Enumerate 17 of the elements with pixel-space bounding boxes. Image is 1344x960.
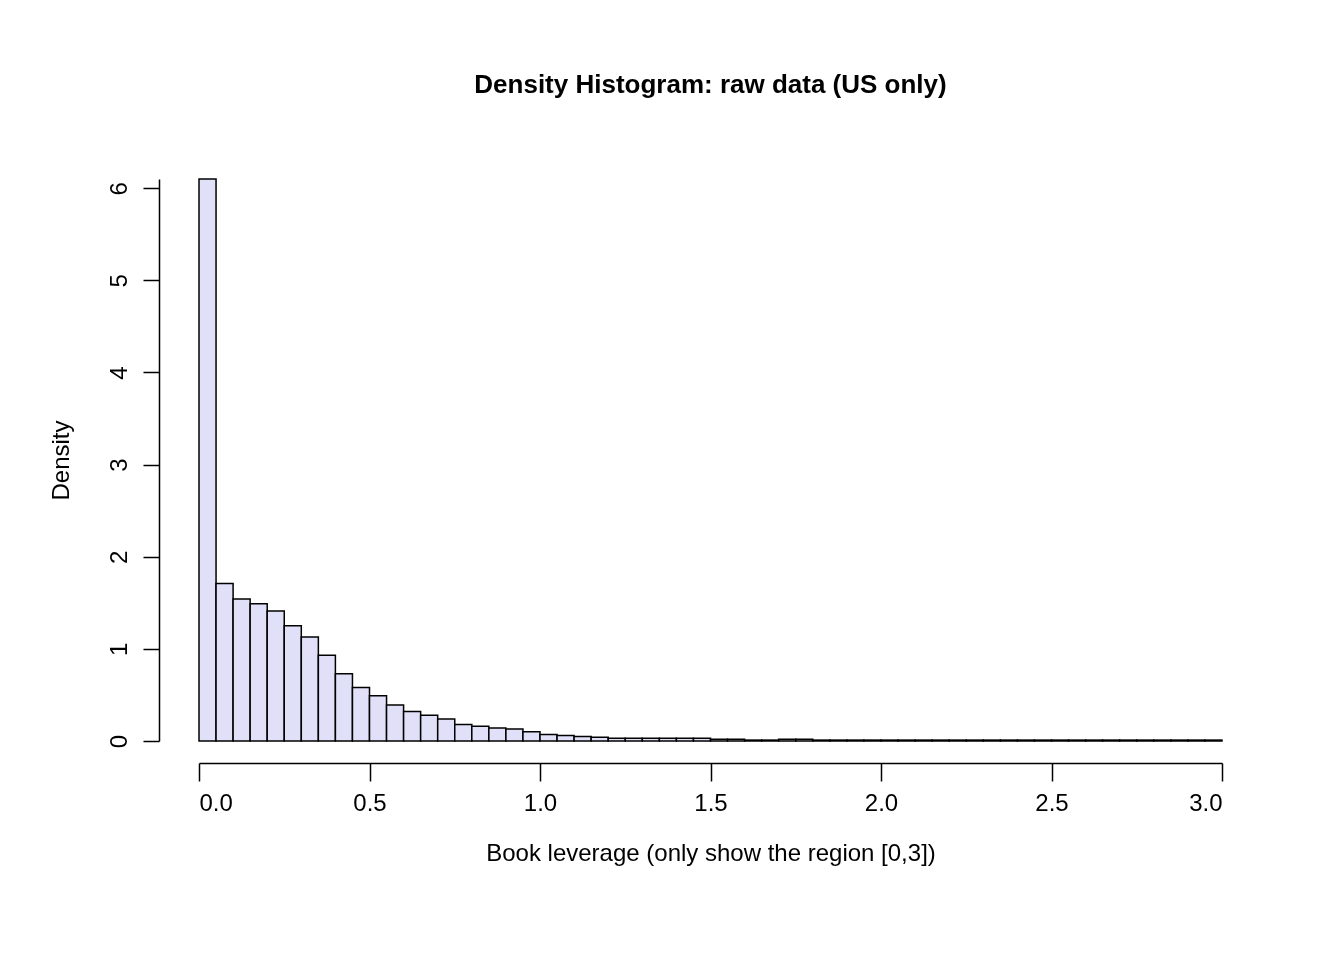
x-tick-label: 1.0 bbox=[523, 788, 558, 816]
y-axis-title: Density bbox=[46, 420, 74, 501]
x-tick-label: 1.5 bbox=[694, 788, 728, 816]
chart-title: Density Histogram: raw data (US only) bbox=[474, 69, 947, 100]
y-tick-label: 0 bbox=[104, 734, 132, 749]
y-tick-label: 3 bbox=[104, 458, 132, 472]
y-tick-label: 5 bbox=[104, 274, 132, 288]
y-tick-label: 4 bbox=[104, 366, 132, 380]
y-tick-label: 2 bbox=[104, 550, 132, 564]
y-tick-label: 1 bbox=[104, 642, 132, 657]
x-axis-title: Book leverage (only show the region [0,3]) bbox=[486, 838, 936, 866]
x-tick-label: 2.5 bbox=[1035, 788, 1069, 816]
y-tick-label: 6 bbox=[104, 182, 132, 196]
x-tick-label: 3.0 bbox=[1189, 788, 1223, 816]
x-tick-label: 0.5 bbox=[353, 788, 387, 816]
x-tick-label: 2.0 bbox=[864, 788, 899, 816]
x-tick-label: 0.0 bbox=[199, 788, 233, 816]
